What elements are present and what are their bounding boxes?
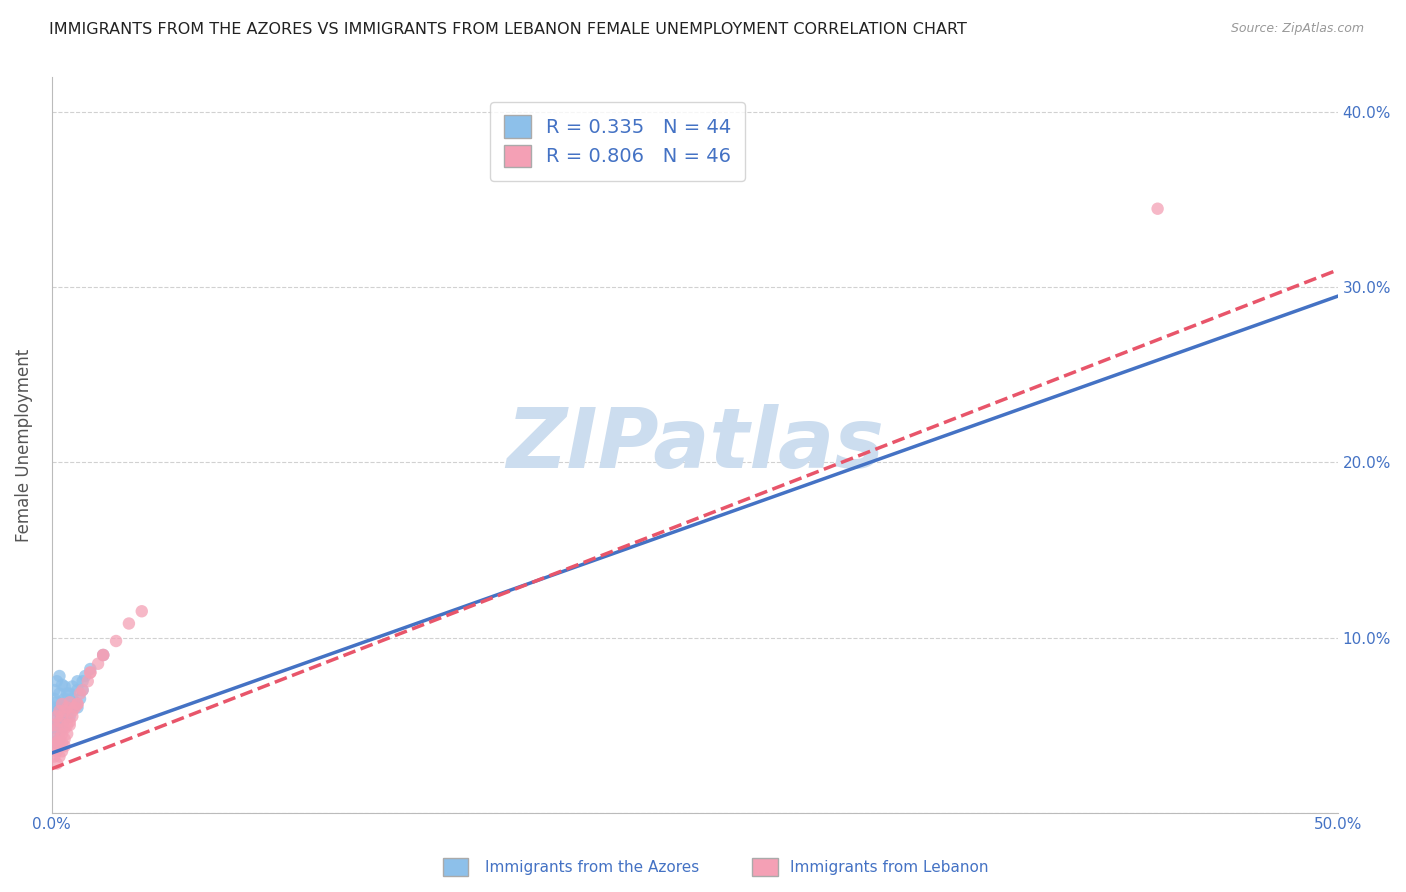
Text: Immigrants from Lebanon: Immigrants from Lebanon (790, 860, 988, 874)
Point (53, 713, 76, 727)
Point (66, 683, 89, 698)
Point (44, 700, 66, 714)
Point (118, 616, 141, 631)
Point (45, 744, 67, 758)
Point (79, 665, 101, 680)
Point (59, 700, 82, 714)
Point (72, 683, 94, 698)
Point (45, 722, 67, 736)
Point (79, 662, 101, 676)
Point (48, 732, 70, 747)
Point (131, 604, 153, 618)
Point (56, 709, 79, 723)
Point (66, 697, 89, 711)
Point (48, 714, 70, 729)
Point (53, 709, 76, 723)
Point (53, 739, 76, 753)
Point (51, 744, 73, 758)
Point (1146, 202, 1168, 216)
Point (45, 674, 67, 689)
Point (45, 735, 67, 749)
Point (59, 709, 82, 723)
Point (45, 704, 67, 718)
Point (44, 732, 66, 747)
Point (91, 648, 114, 662)
Point (60, 680, 83, 694)
Point (48, 686, 70, 700)
Point (59, 714, 82, 729)
Point (51, 735, 73, 749)
Point (75, 669, 97, 683)
Point (48, 669, 70, 683)
Point (105, 634, 128, 648)
Point (63, 700, 86, 714)
Point (51, 722, 73, 736)
Point (48, 700, 70, 714)
Point (48, 739, 70, 753)
Point (51, 678, 73, 692)
Point (66, 697, 89, 711)
Point (53, 732, 76, 747)
Point (59, 695, 82, 709)
Point (44, 718, 66, 732)
Point (56, 718, 79, 732)
Point (91, 648, 114, 662)
Text: IMMIGRANTS FROM THE AZORES VS IMMIGRANTS FROM LEBANON FEMALE UNEMPLOYMENT CORREL: IMMIGRANTS FROM THE AZORES VS IMMIGRANTS… (49, 22, 967, 37)
Point (48, 749, 70, 764)
Text: Source: ZipAtlas.com: Source: ZipAtlas.com (1230, 22, 1364, 36)
Point (66, 700, 89, 714)
Point (51, 697, 73, 711)
Point (59, 686, 82, 700)
Text: ZIPatlas: ZIPatlas (506, 404, 883, 485)
Point (59, 718, 82, 732)
Point (53, 722, 76, 736)
Point (44, 727, 66, 741)
Point (48, 714, 70, 729)
Point (45, 722, 67, 736)
Point (56, 700, 79, 714)
Point (45, 756, 67, 771)
Point (69, 691, 91, 706)
Point (60, 691, 83, 706)
Point (51, 697, 73, 711)
Point (60, 709, 83, 723)
Point (60, 704, 83, 718)
Point (91, 648, 114, 662)
Point (44, 709, 66, 723)
Y-axis label: Female Unemployment: Female Unemployment (15, 349, 32, 541)
Point (45, 695, 67, 709)
Point (51, 709, 73, 723)
Point (63, 695, 86, 709)
Point (45, 735, 67, 749)
Point (44, 749, 66, 764)
Point (66, 674, 89, 689)
Point (44, 739, 66, 753)
Text: Immigrants from the Azores: Immigrants from the Azores (485, 860, 699, 874)
Point (72, 683, 94, 698)
Point (45, 718, 67, 732)
Point (51, 727, 73, 741)
Point (45, 709, 67, 723)
Point (53, 691, 76, 706)
Point (69, 686, 91, 700)
Point (56, 727, 79, 741)
Point (44, 683, 66, 698)
Point (56, 686, 79, 700)
Point (53, 704, 76, 718)
Point (51, 709, 73, 723)
Point (87, 657, 110, 671)
Legend: R = 0.335   N = 44, R = 0.806   N = 46: R = 0.335 N = 44, R = 0.806 N = 46 (489, 102, 745, 181)
Point (48, 704, 70, 718)
Point (44, 691, 66, 706)
Point (72, 674, 94, 689)
Point (79, 665, 101, 680)
Point (60, 700, 83, 714)
Point (44, 735, 66, 749)
Point (76, 674, 98, 689)
Point (48, 714, 70, 729)
Point (53, 680, 76, 694)
Point (48, 732, 70, 747)
